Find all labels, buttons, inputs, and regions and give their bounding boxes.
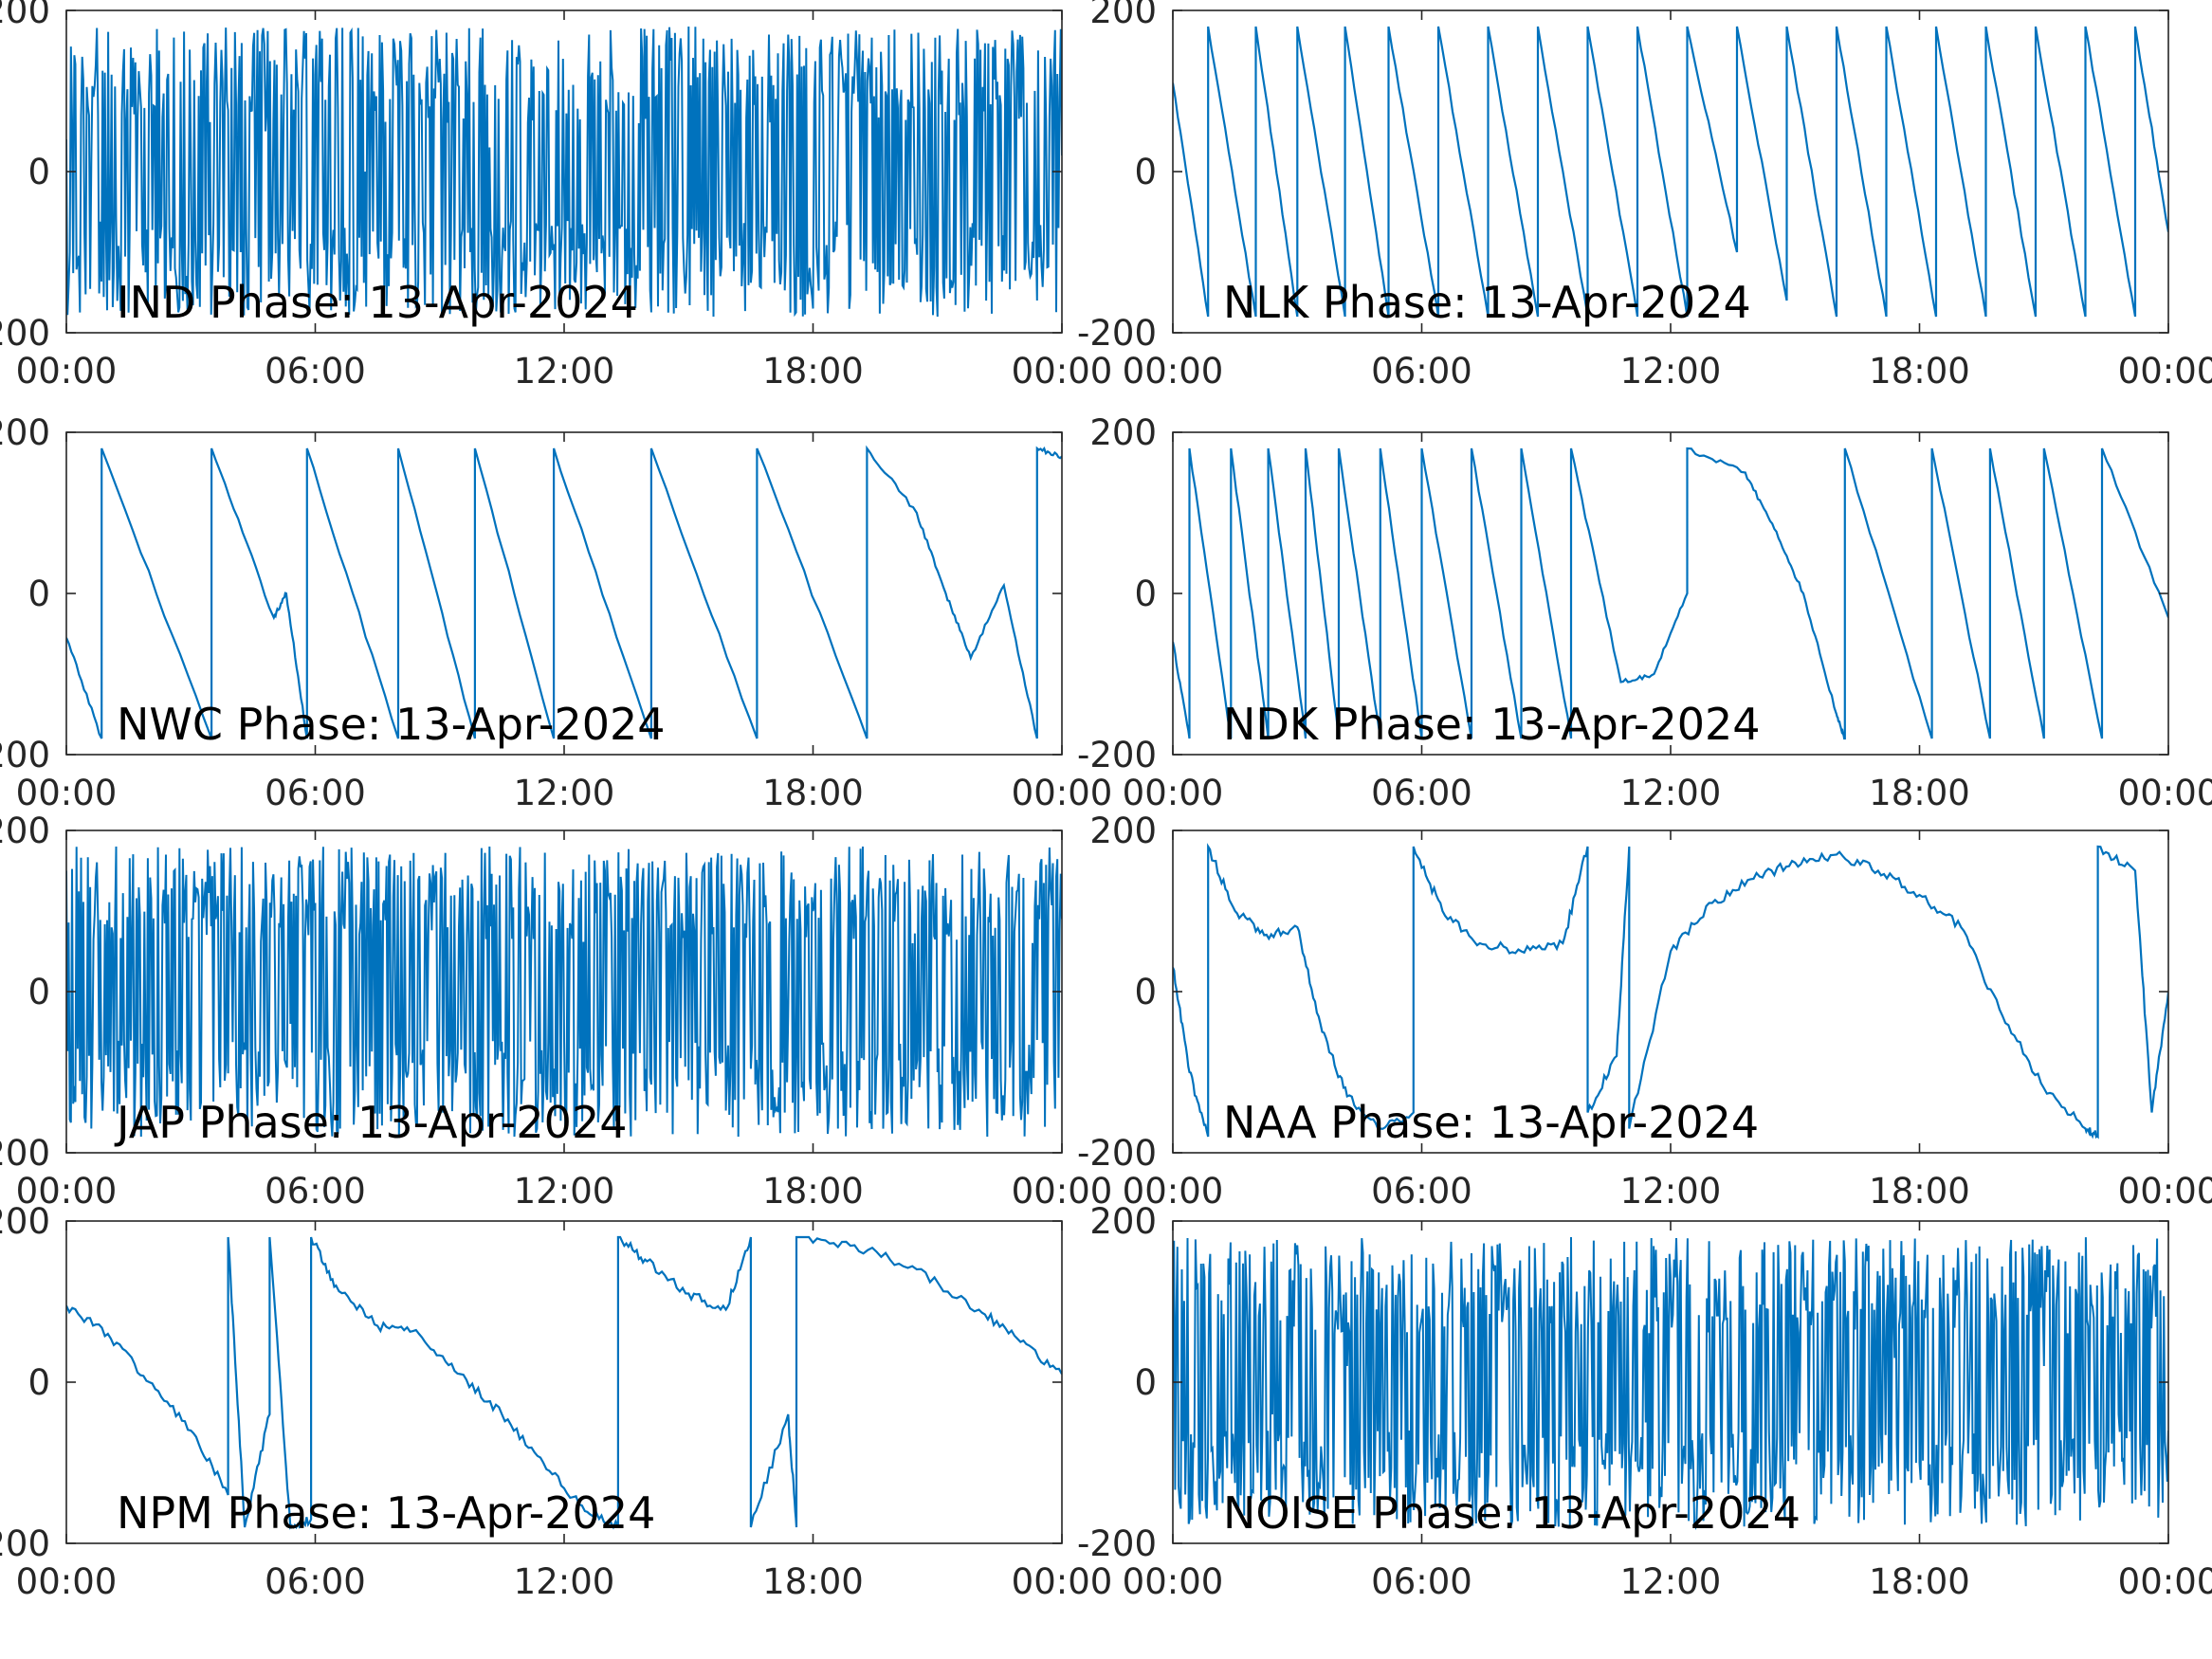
x-tick-label: 18:00 [762,351,864,392]
x-tick-label: 18:00 [1869,1171,1970,1212]
panel-label-ind: IND Phase: 13-Apr-2024 [117,277,638,328]
x-tick-label: 00:00 [16,1171,118,1212]
x-tick-label: 18:00 [762,1561,864,1602]
y-tick-label: -200 [0,1133,50,1174]
x-tick-label: 18:00 [1869,773,1970,813]
y-tick-label: 0 [1134,1362,1157,1403]
x-tick-label: 06:00 [265,1171,366,1212]
phase-trace-jap [66,846,1062,1138]
y-tick-label: 0 [1134,972,1157,1012]
y-tick-label: -200 [1077,1523,1157,1564]
panel-label-nwc: NWC Phase: 13-Apr-2024 [117,699,666,750]
x-tick-label: 00:00 [1123,773,1224,813]
panel-label-nlk: NLK Phase: 13-Apr-2024 [1223,277,1751,328]
y-tick-label: -200 [0,1523,50,1564]
x-tick-label: 06:00 [1371,773,1472,813]
y-tick-label: 200 [1089,412,1157,453]
y-tick-label: 0 [1134,574,1157,614]
x-tick-label: 06:00 [1371,1561,1472,1602]
y-tick-label: -200 [1077,313,1157,354]
x-tick-label: 00:00 [16,773,118,813]
phase-trace-ndk [1173,447,2168,740]
y-tick-label: 0 [27,972,50,1012]
panel-label-naa: NAA Phase: 13-Apr-2024 [1223,1097,1759,1148]
x-tick-label: 00:00 [1012,1561,1113,1602]
phase-trace-noise [1173,1236,2168,1530]
x-tick-label: 18:00 [1869,1561,1970,1602]
x-tick-label: 00:00 [2118,1561,2212,1602]
x-tick-label: 00:00 [1012,351,1113,392]
x-tick-label: 00:00 [2118,773,2212,813]
x-tick-label: 18:00 [1869,351,1970,392]
x-tick-label: 12:00 [514,351,615,392]
x-tick-label: 12:00 [514,1561,615,1602]
x-tick-label: 00:00 [2118,1171,2212,1212]
x-tick-label: 00:00 [1012,1171,1113,1212]
x-tick-label: 06:00 [265,773,366,813]
y-tick-label: -200 [0,313,50,354]
y-tick-label: -200 [0,735,50,775]
x-tick-label: 12:00 [1620,773,1722,813]
y-tick-label: 200 [0,412,50,453]
x-tick-label: 06:00 [265,1561,366,1602]
y-tick-label: 200 [0,0,50,31]
x-tick-label: 00:00 [1123,1171,1224,1212]
phase-trace-nlk [1173,26,2168,318]
y-tick-label: -200 [1077,1133,1157,1174]
x-tick-label: 00:00 [16,1561,118,1602]
x-tick-label: 12:00 [1620,1171,1722,1212]
y-tick-label: 200 [1089,811,1157,851]
y-tick-label: 200 [1089,0,1157,31]
x-tick-label: 00:00 [1123,351,1224,392]
phase-trace-npm [66,1235,1062,1530]
x-tick-label: 06:00 [1371,1171,1472,1212]
y-tick-label: 200 [0,811,50,851]
phase-trace-naa [1173,843,2168,1139]
x-tick-label: 12:00 [1620,351,1722,392]
x-tick-label: 12:00 [1620,1561,1722,1602]
x-tick-label: 00:00 [1123,1561,1224,1602]
y-tick-label: 0 [27,1362,50,1403]
panel-label-jap: JAP Phase: 13-Apr-2024 [114,1097,627,1148]
x-tick-label: 18:00 [762,1171,864,1212]
x-tick-label: 06:00 [265,351,366,392]
x-tick-label: 00:00 [1012,773,1113,813]
phase-trace-ind [66,26,1062,318]
x-tick-label: 12:00 [514,773,615,813]
x-tick-label: 12:00 [514,1171,615,1212]
y-tick-label: 0 [1134,152,1157,192]
y-tick-label: -200 [1077,735,1157,775]
phase-trace-nwc [66,445,1062,739]
panel-label-noise: NOISE Phase: 13-Apr-2024 [1223,1487,1801,1539]
x-tick-label: 00:00 [2118,351,2212,392]
x-tick-label: 18:00 [762,773,864,813]
y-tick-label: 0 [27,152,50,192]
panel-label-npm: NPM Phase: 13-Apr-2024 [117,1487,655,1539]
y-tick-label: 200 [1089,1201,1157,1242]
x-tick-label: 06:00 [1371,351,1472,392]
x-tick-label: 00:00 [16,351,118,392]
panel-label-ndk: NDK Phase: 13-Apr-2024 [1223,699,1761,750]
y-tick-label: 200 [0,1201,50,1242]
y-tick-label: 0 [27,574,50,614]
